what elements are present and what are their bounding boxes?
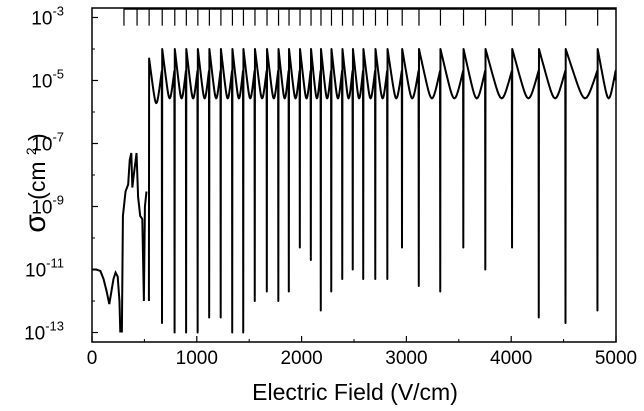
resonance-markers: [123, 7, 616, 26]
x-axis-ticks: 0 1000 2000 3000 4000 5000: [87, 336, 637, 369]
y-tick-label-4: 10-5: [31, 66, 64, 92]
y-axis-label-unit: (cm: [24, 162, 50, 200]
y-tick-label-1: 10-11: [25, 256, 64, 282]
y-axis-label-power: 2: [23, 147, 39, 155]
x-tick-label-1: 1000: [176, 348, 218, 369]
curve-low-field: [92, 268, 122, 333]
x-tick-label-0: 0: [87, 348, 98, 369]
plot-area: [92, 47, 616, 334]
x-axis-label: Electric Field (V/cm): [252, 379, 458, 405]
x-tick-label-5: 5000: [595, 348, 637, 369]
curve-resonances: [147, 47, 616, 334]
y-axis-label-symbol: σ: [19, 214, 52, 233]
y-tick-label-0: 10-13: [24, 319, 64, 345]
y-tick-label-2: 10-9: [31, 193, 64, 219]
y-axis-label-close: ): [24, 133, 50, 141]
x-tick-label-3: 3000: [385, 348, 427, 369]
y-axis-ticks: 10-13 10-11 10-9 10-7 10-5 10-3: [24, 3, 98, 345]
x-tick-label-2: 2000: [280, 348, 322, 369]
y-tick-label-3: 10-7: [31, 129, 64, 155]
y-axis-label: σ (cm 2 ): [15, 133, 52, 232]
y-tick-label-5: 10-3: [31, 3, 64, 29]
curve-low-field-2: [120, 152, 148, 333]
x-tick-label-4: 4000: [490, 348, 532, 369]
